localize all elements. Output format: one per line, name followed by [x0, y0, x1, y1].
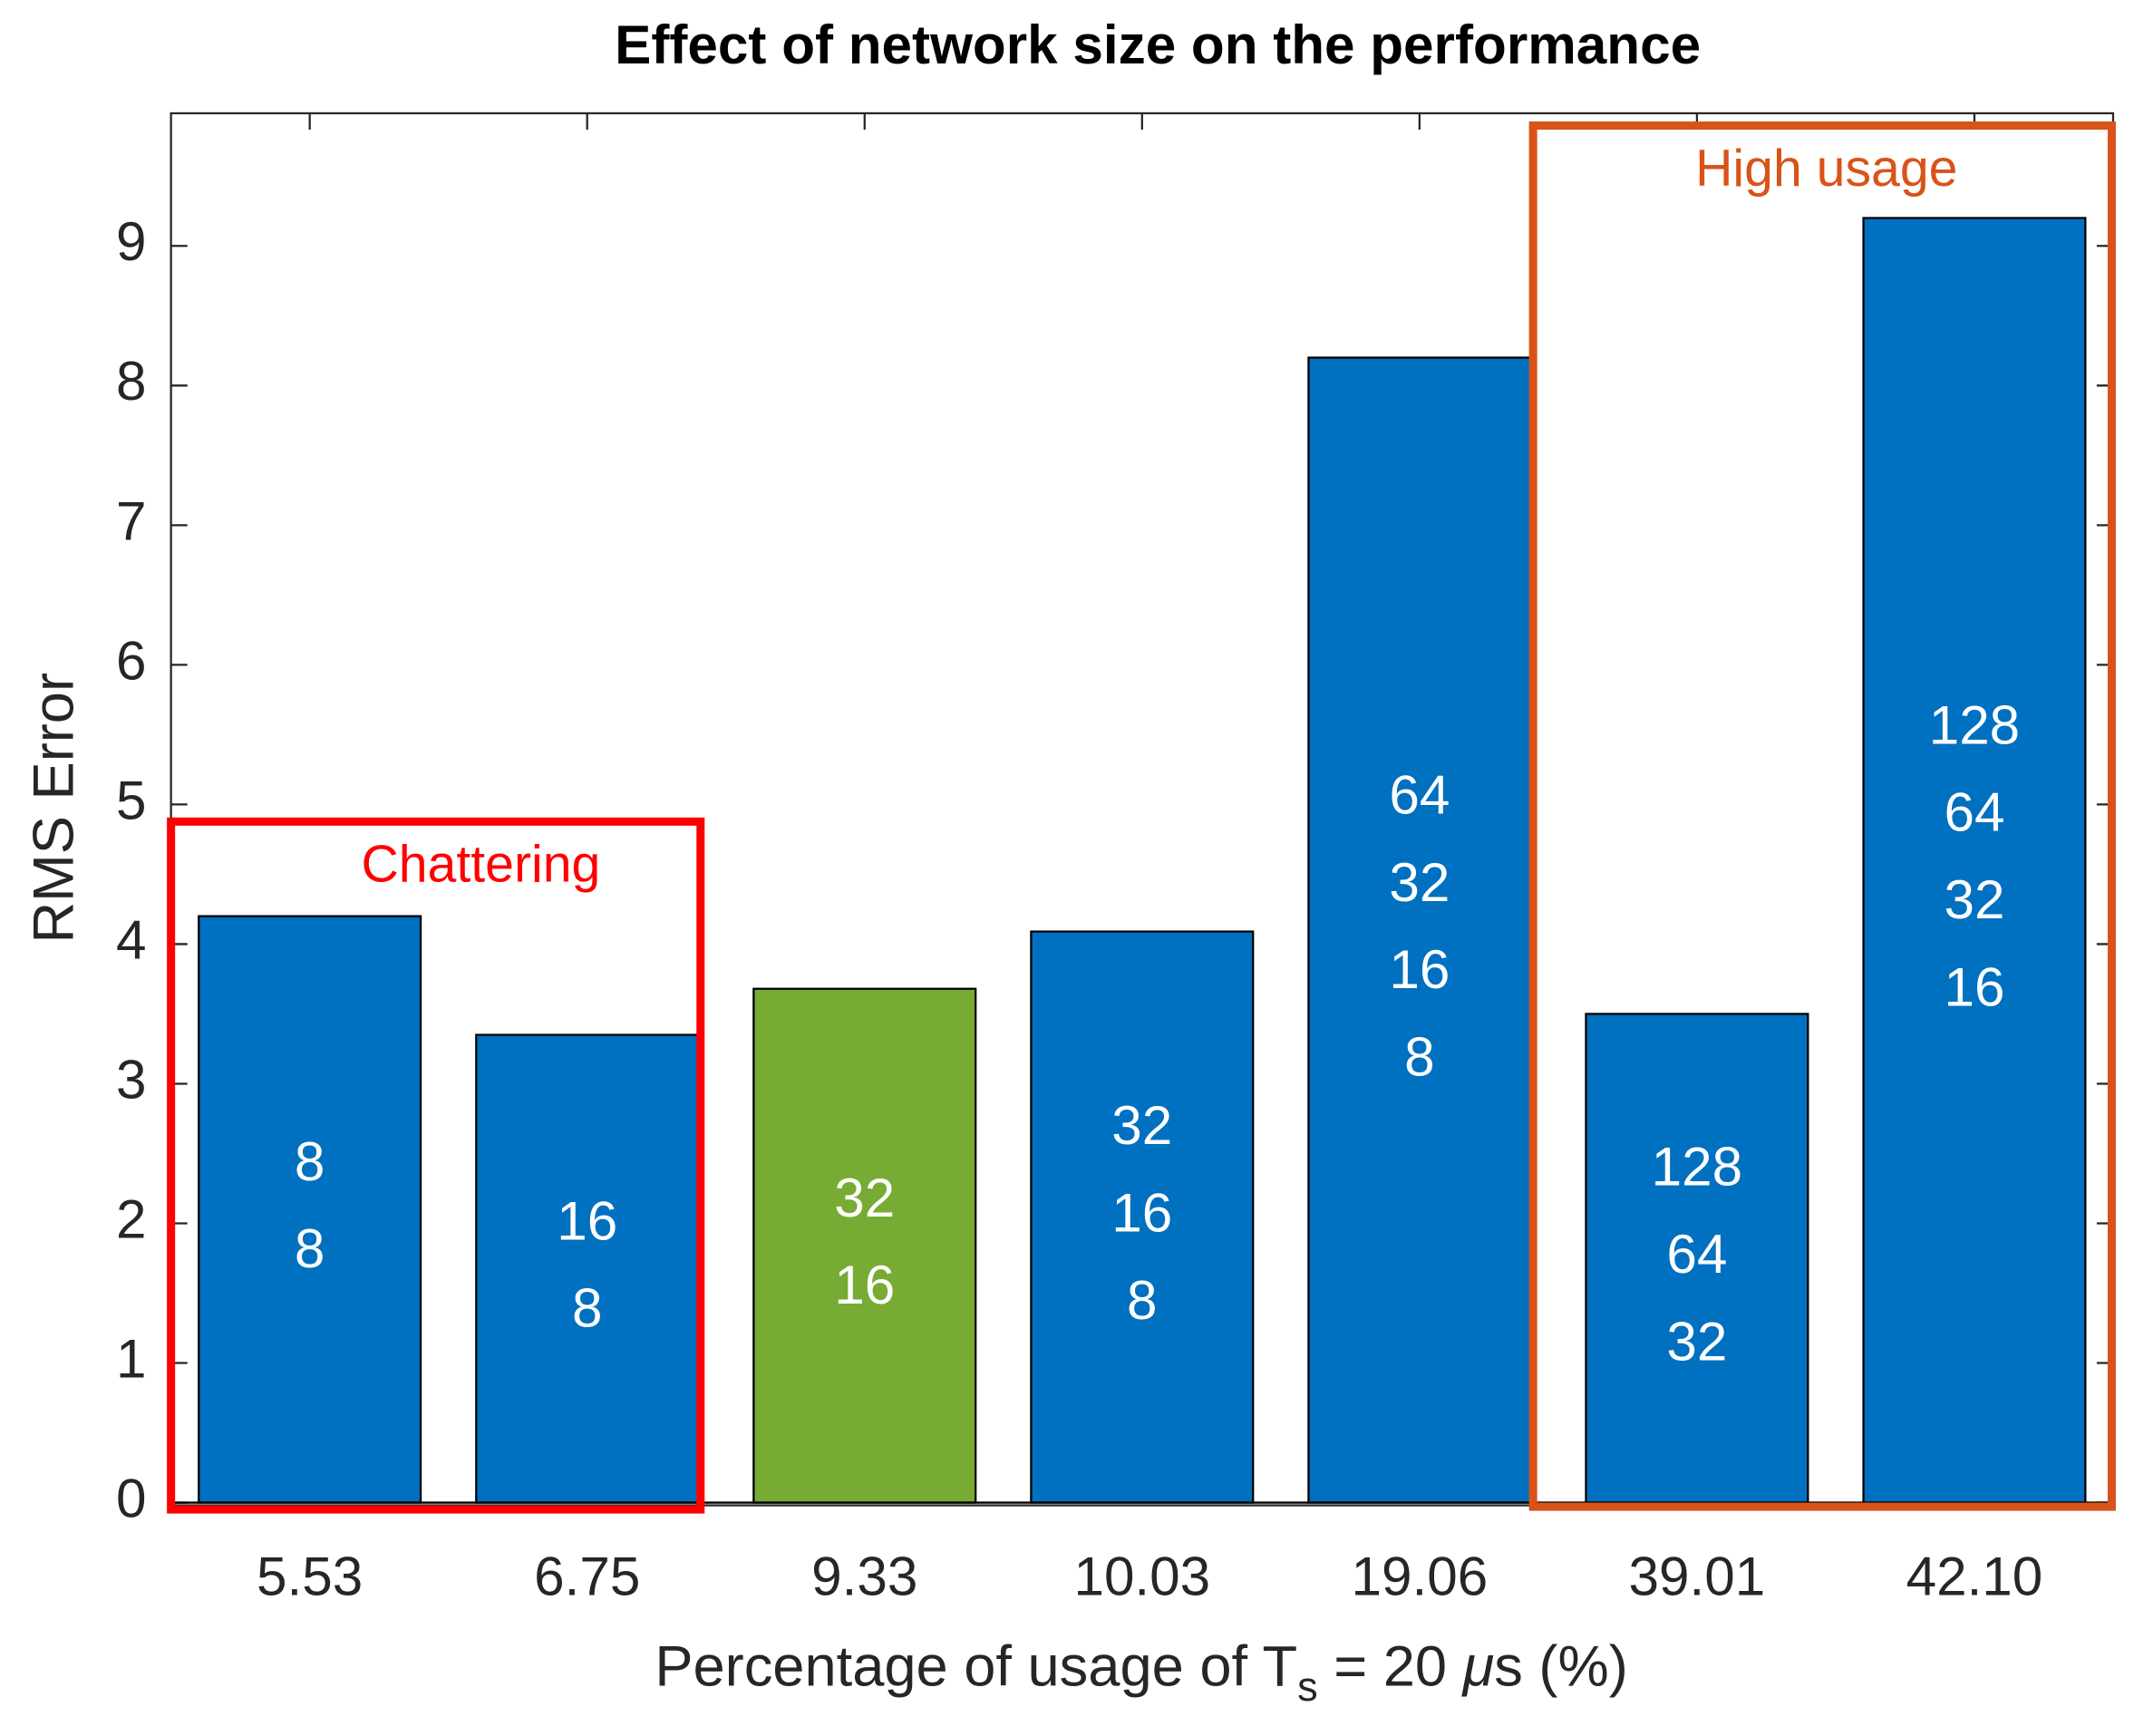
y-tick-label: 0	[116, 1467, 147, 1528]
bar-label: 32	[1389, 851, 1450, 913]
x-tick-label: 39.01	[1629, 1545, 1766, 1606]
bar-label: 16	[834, 1254, 895, 1315]
bar-label: 128	[1652, 1136, 1742, 1198]
y-tick-label: 9	[116, 210, 147, 272]
bar-label: 8	[295, 1130, 325, 1192]
bar-label: 64	[1944, 781, 2004, 843]
annotation-text: High usage	[1695, 140, 1957, 198]
bar-label: 32	[1111, 1094, 1172, 1156]
bar	[1585, 1013, 1809, 1504]
bar-label: 8	[295, 1217, 325, 1279]
annotation-box	[1528, 121, 2116, 1511]
y-tick-label: 8	[116, 350, 147, 412]
y-tick-label: 1	[116, 1327, 147, 1389]
bar	[1862, 217, 2087, 1504]
y-tick-label: 4	[116, 908, 147, 970]
bar-label: 8	[572, 1277, 603, 1339]
bar-label: 16	[1944, 955, 2004, 1017]
bar-label: 64	[1389, 763, 1450, 825]
bar	[1307, 356, 1532, 1504]
x-axis-label: Percentage of usage of Ts = 20 μs (%)	[655, 1634, 1627, 1709]
y-tick-label: 2	[116, 1188, 147, 1249]
x-label-subscript: s	[1297, 1663, 1318, 1710]
x-label-part: Percentage of usage of T	[655, 1634, 1297, 1698]
x-tick-label: 10.03	[1073, 1545, 1210, 1606]
bar-label: 16	[1111, 1181, 1172, 1243]
bar-label: 8	[1404, 1025, 1435, 1087]
bar-label: 8	[1127, 1269, 1158, 1331]
bar	[1030, 930, 1255, 1504]
bar	[752, 987, 977, 1504]
bar-label: 16	[557, 1189, 617, 1251]
x-label-part: μ	[1461, 1634, 1495, 1698]
annotation-text: Chattering	[361, 836, 600, 894]
x-tick-label: 9.33	[811, 1545, 917, 1606]
x-label-part: s (%)	[1494, 1634, 1628, 1698]
bar-label: 32	[1666, 1310, 1727, 1372]
bar-label: 128	[1929, 693, 2020, 755]
y-axis-label: RMS Error	[22, 673, 85, 944]
x-tick-label: 42.10	[1906, 1545, 2043, 1606]
bar-label: 32	[1944, 868, 2004, 930]
x-label-part: = 20	[1318, 1634, 1463, 1698]
bar	[198, 915, 422, 1504]
annotation-box	[167, 817, 705, 1514]
y-tick-label: 5	[116, 769, 147, 830]
bar-label: 64	[1666, 1223, 1727, 1285]
bar	[475, 1033, 700, 1504]
bar-label: 16	[1389, 938, 1450, 1000]
x-tick-label: 6.75	[534, 1545, 640, 1606]
chart-title: Effect of network size on the performanc…	[615, 14, 1701, 75]
bar-label: 32	[834, 1167, 895, 1228]
y-tick-label: 3	[116, 1048, 147, 1110]
x-tick-label: 19.06	[1351, 1545, 1488, 1606]
y-tick-label: 7	[116, 490, 147, 551]
y-tick-label: 6	[116, 629, 147, 691]
x-tick-label: 5.53	[257, 1545, 363, 1606]
